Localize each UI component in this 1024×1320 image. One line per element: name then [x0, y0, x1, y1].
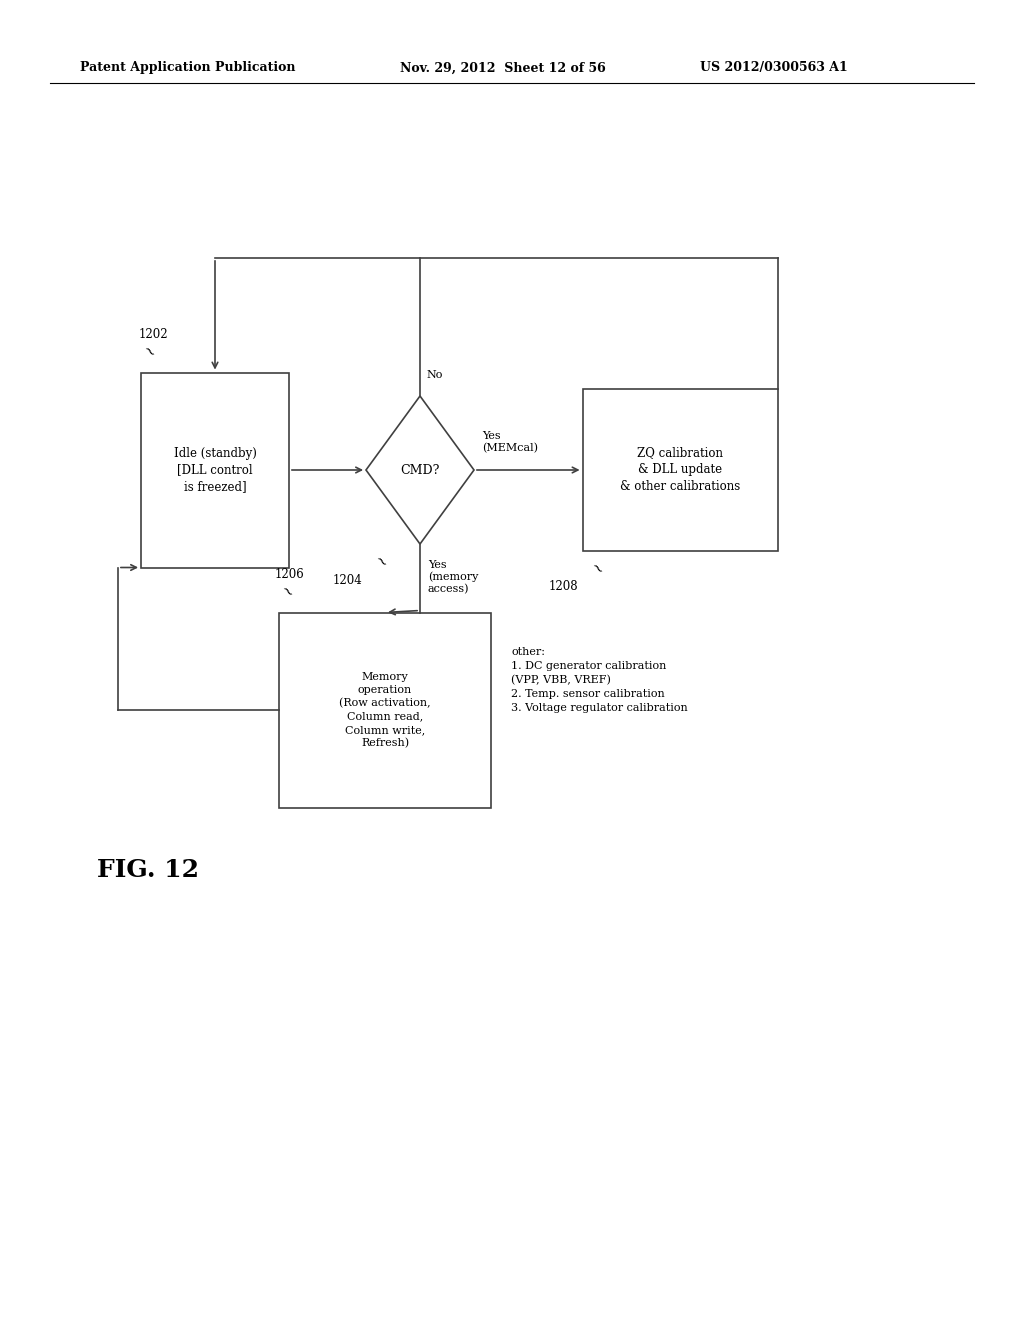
Text: 1206: 1206 [275, 568, 305, 581]
Text: other:
1. DC generator calibration
(VPP, VBB, VREF)
2. Temp. sensor calibration
: other: 1. DC generator calibration (VPP,… [511, 647, 688, 713]
Text: Yes
(memory
access): Yes (memory access) [428, 560, 478, 594]
Text: Yes
(MEMcal): Yes (MEMcal) [482, 432, 538, 453]
Text: FIG. 12: FIG. 12 [97, 858, 199, 882]
Text: Memory
operation
(Row activation,
Column read,
Column write,
Refresh): Memory operation (Row activation, Column… [339, 672, 431, 748]
Text: ∼: ∼ [371, 553, 389, 572]
Text: ∼: ∼ [278, 583, 296, 602]
Polygon shape [366, 396, 474, 544]
Text: 1204: 1204 [332, 573, 362, 586]
Text: CMD?: CMD? [400, 463, 439, 477]
FancyBboxPatch shape [583, 389, 777, 550]
Text: US 2012/0300563 A1: US 2012/0300563 A1 [700, 62, 848, 74]
Text: ∼: ∼ [139, 343, 158, 362]
Text: Idle (standby)
[DLL control
is freezed]: Idle (standby) [DLL control is freezed] [173, 446, 256, 494]
Text: Patent Application Publication: Patent Application Publication [80, 62, 296, 74]
Text: No: No [426, 370, 442, 380]
Text: Nov. 29, 2012  Sheet 12 of 56: Nov. 29, 2012 Sheet 12 of 56 [400, 62, 606, 74]
Text: 1208: 1208 [549, 581, 579, 594]
Text: ∼: ∼ [587, 560, 606, 578]
FancyBboxPatch shape [141, 372, 289, 568]
Text: 1202: 1202 [139, 327, 169, 341]
Text: ZQ calibration
& DLL update
& other calibrations: ZQ calibration & DLL update & other cali… [620, 446, 740, 494]
FancyBboxPatch shape [279, 612, 490, 808]
